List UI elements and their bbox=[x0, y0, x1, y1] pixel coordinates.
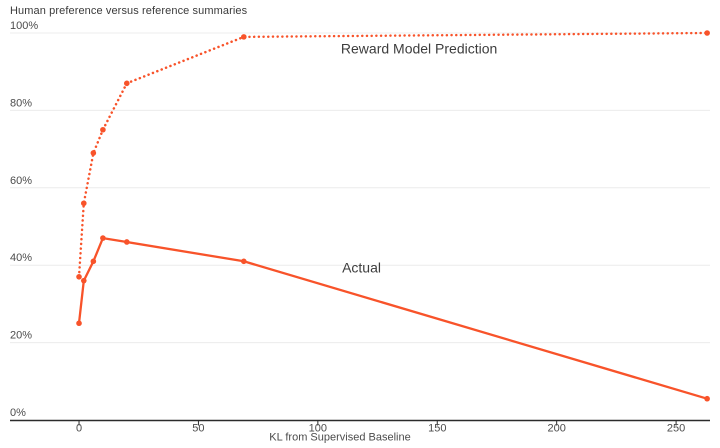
x-tick-label: 200 bbox=[547, 423, 565, 435]
y-tick-label: 100% bbox=[10, 20, 38, 32]
y-tick-label: 20% bbox=[10, 330, 32, 342]
series-point-reward-model-prediction bbox=[90, 150, 97, 156]
x-tick-label: 50 bbox=[192, 423, 204, 435]
series-point-reward-model-prediction bbox=[704, 30, 710, 36]
series-point-reward-model-prediction bbox=[123, 80, 130, 87]
series-line-reward-model-prediction bbox=[77, 31, 709, 279]
series-line-actual bbox=[77, 236, 708, 400]
series-point-actual bbox=[90, 258, 97, 265]
series-point-reward-model-prediction bbox=[100, 126, 106, 133]
series-point-actual bbox=[76, 320, 82, 327]
x-tick-label: 0 bbox=[76, 423, 82, 435]
x-tick-label: 250 bbox=[667, 423, 685, 435]
series-point-reward-model-prediction bbox=[80, 200, 87, 207]
y-tick-label: 40% bbox=[10, 252, 32, 264]
series-point-reward-model-prediction bbox=[241, 34, 247, 40]
x-tick-label: 100 bbox=[309, 423, 327, 435]
series-point-reward-model-prediction bbox=[76, 274, 82, 280]
chart-title: Human preference versus reference summar… bbox=[10, 5, 248, 17]
series-point-actual bbox=[704, 395, 710, 402]
y-tick-label: 60% bbox=[10, 175, 32, 187]
series-point-actual bbox=[100, 235, 106, 241]
series-point-actual bbox=[241, 258, 247, 265]
y-tick-label: 0% bbox=[10, 407, 26, 419]
series-point-actual bbox=[123, 239, 130, 245]
x-axis-title: KL from Supervised Baseline bbox=[269, 432, 410, 444]
y-tick-label: 80% bbox=[10, 97, 32, 109]
x-tick-label: 150 bbox=[428, 423, 446, 435]
series-label-actual: Actual bbox=[342, 260, 381, 276]
series-label-reward-model-prediction: Reward Model Prediction bbox=[341, 41, 497, 57]
series-point-actual bbox=[80, 277, 87, 284]
